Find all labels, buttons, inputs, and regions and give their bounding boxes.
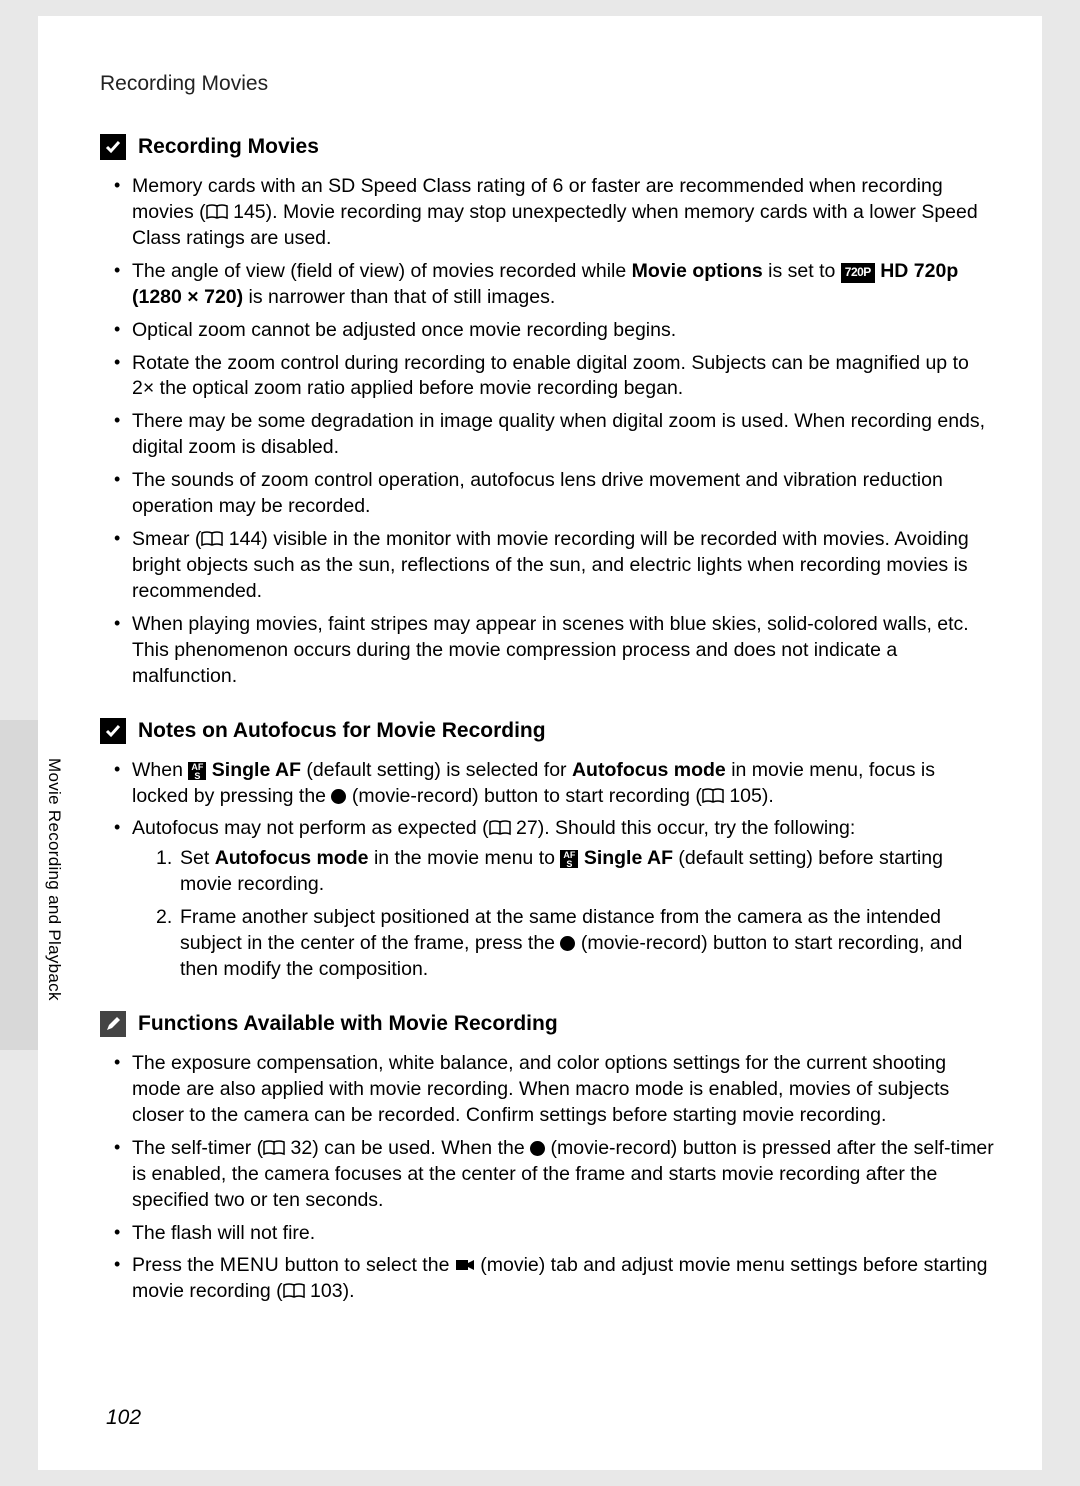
book-ref-icon: [283, 1283, 305, 1299]
book-ref-icon: [263, 1140, 285, 1156]
numbered-item: Frame another subject positioned at the …: [156, 905, 994, 983]
movie-tab-icon: [455, 1258, 475, 1272]
section-title: Notes on Autofocus for Movie Recording: [138, 719, 546, 743]
section-heading: Functions Available with Movie Recording: [100, 1011, 994, 1037]
bullet-item: The angle of view (field of view) of mov…: [118, 259, 994, 311]
check-icon: [100, 718, 126, 744]
hd-720p-badge: 720P: [841, 263, 875, 283]
bullet-item: The sounds of zoom control operation, au…: [118, 468, 994, 520]
check-icon: [100, 134, 126, 160]
bullet-item: The exposure compensation, white balance…: [118, 1051, 994, 1129]
page-number: 102: [106, 1406, 141, 1430]
bullet-item: Press the MENU button to select the (mov…: [118, 1253, 994, 1305]
numbered-list: Set Autofocus mode in the movie menu to …: [132, 846, 994, 983]
side-tab: [0, 720, 38, 1050]
single-af-icon: [188, 762, 206, 780]
section-title: Functions Available with Movie Recording: [138, 1012, 558, 1036]
record-dot-icon: [560, 936, 575, 951]
bullet-item: The flash will not fire.: [118, 1221, 994, 1247]
bullet-item: Memory cards with an SD Speed Class rati…: [118, 174, 994, 252]
pencil-icon: [100, 1011, 126, 1037]
bullet-list: When Single AF (default setting) is sele…: [100, 758, 994, 983]
bullet-list: The exposure compensation, white balance…: [100, 1051, 994, 1305]
bullet-item: The self-timer ( 32) can be used. When t…: [118, 1136, 994, 1214]
section-title: Recording Movies: [138, 135, 319, 159]
bullet-item: Optical zoom cannot be adjusted once mov…: [118, 318, 994, 344]
bullet-item: There may be some degradation in image q…: [118, 409, 994, 461]
book-ref-icon: [702, 788, 724, 804]
single-af-icon: [560, 850, 578, 868]
page-header-title: Recording Movies: [100, 72, 994, 96]
book-ref-icon: [201, 531, 223, 547]
bullet-item: Smear ( 144) visible in the monitor with…: [118, 527, 994, 605]
record-dot-icon: [331, 789, 346, 804]
bullet-item: When Single AF (default setting) is sele…: [118, 758, 994, 810]
menu-button-label: MENU: [220, 1254, 279, 1276]
document-page: Recording Movies Recording Movies Memory …: [38, 16, 1042, 1470]
book-ref-icon: [489, 820, 511, 836]
book-ref-icon: [206, 204, 228, 220]
side-section-label: Movie Recording and Playback: [44, 758, 64, 1001]
bullet-item: Autofocus may not perform as expected ( …: [118, 816, 994, 983]
numbered-item: Set Autofocus mode in the movie menu to …: [156, 846, 994, 898]
section-heading: Recording Movies: [100, 134, 994, 160]
bullet-item: When playing movies, faint stripes may a…: [118, 612, 994, 690]
record-dot-icon: [530, 1141, 545, 1156]
bullet-item: Rotate the zoom control during recording…: [118, 351, 994, 403]
bullet-list: Memory cards with an SD Speed Class rati…: [100, 174, 994, 690]
section-heading: Notes on Autofocus for Movie Recording: [100, 718, 994, 744]
